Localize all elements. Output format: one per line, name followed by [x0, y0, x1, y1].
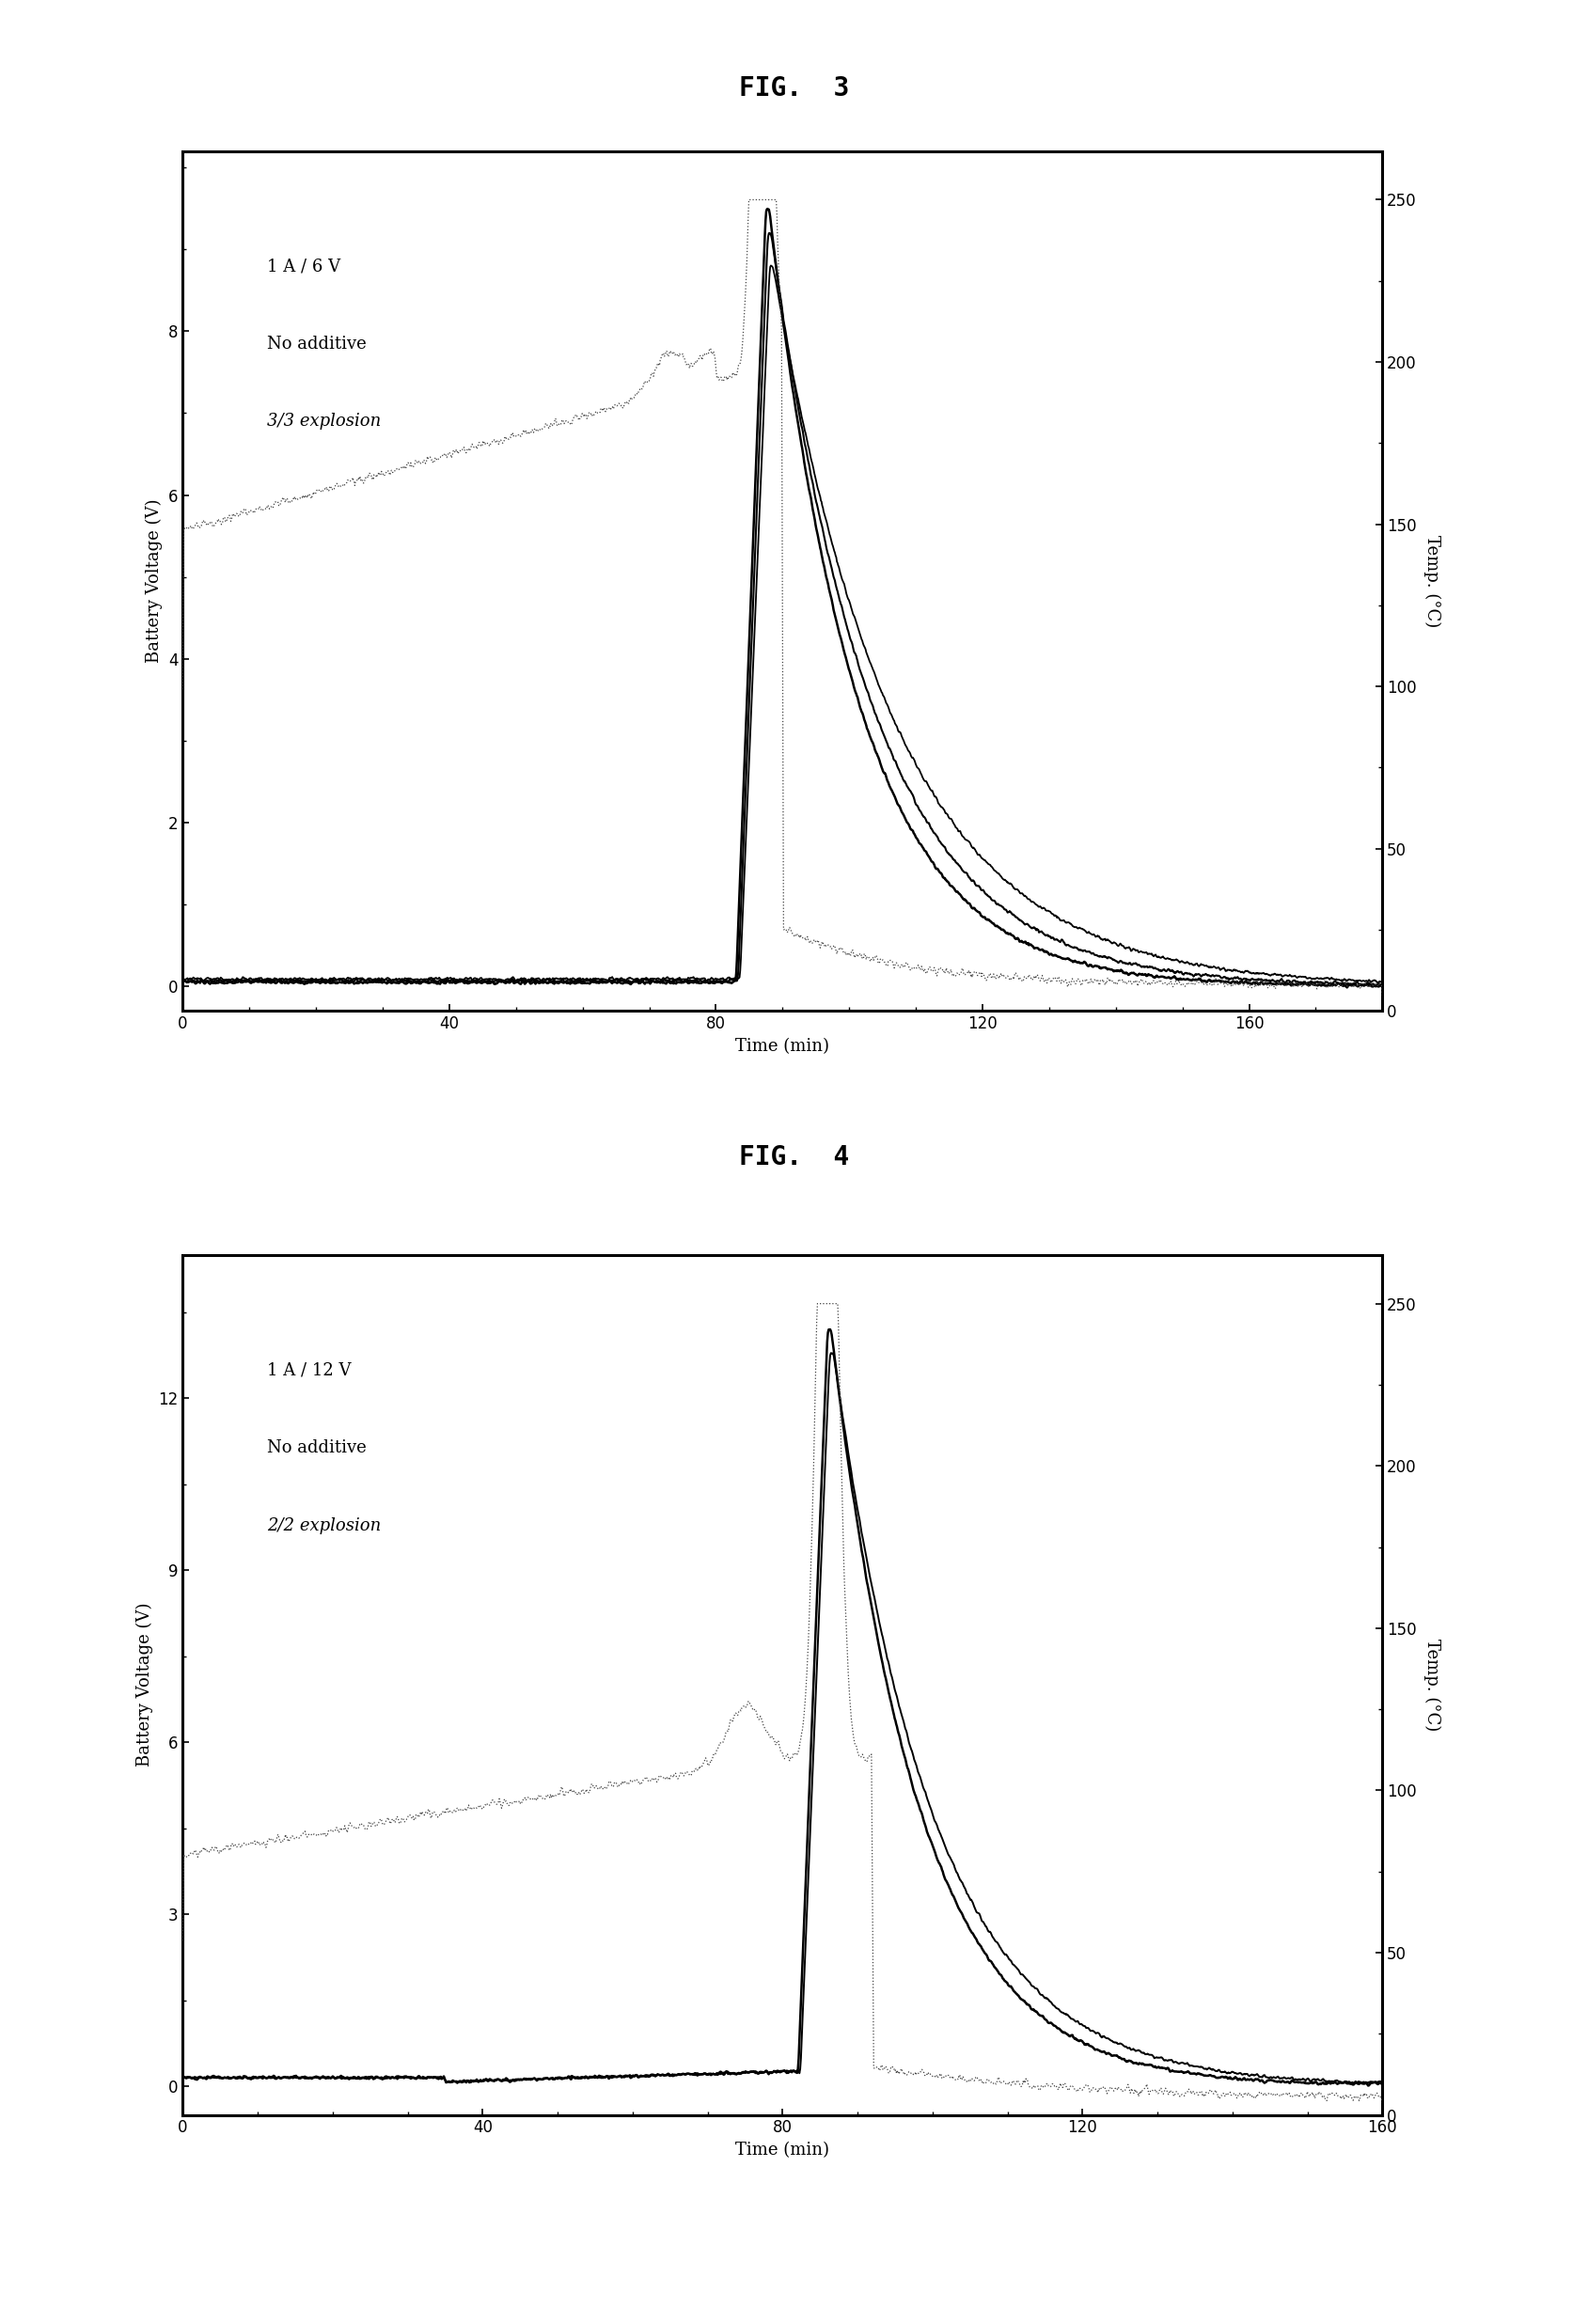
- Text: No additive: No additive: [267, 335, 365, 353]
- Text: 2/2 explosion: 2/2 explosion: [267, 1518, 381, 1534]
- Y-axis label: Temp. (°C): Temp. (°C): [1423, 535, 1439, 627]
- Text: 1 A / 12 V: 1 A / 12 V: [267, 1362, 351, 1378]
- Text: FIG.  4: FIG. 4: [738, 1143, 850, 1171]
- Y-axis label: Battery Voltage (V): Battery Voltage (V): [146, 500, 164, 662]
- Y-axis label: Battery Voltage (V): Battery Voltage (V): [135, 1604, 152, 1766]
- X-axis label: Time (min): Time (min): [735, 1037, 829, 1055]
- X-axis label: Time (min): Time (min): [735, 2140, 829, 2159]
- Y-axis label: Temp. (°C): Temp. (°C): [1423, 1638, 1439, 1731]
- Text: FIG.  3: FIG. 3: [738, 74, 850, 102]
- Text: 3/3 explosion: 3/3 explosion: [267, 414, 381, 430]
- Text: 1 A / 6 V: 1 A / 6 V: [267, 258, 340, 274]
- Text: No additive: No additive: [267, 1439, 365, 1457]
